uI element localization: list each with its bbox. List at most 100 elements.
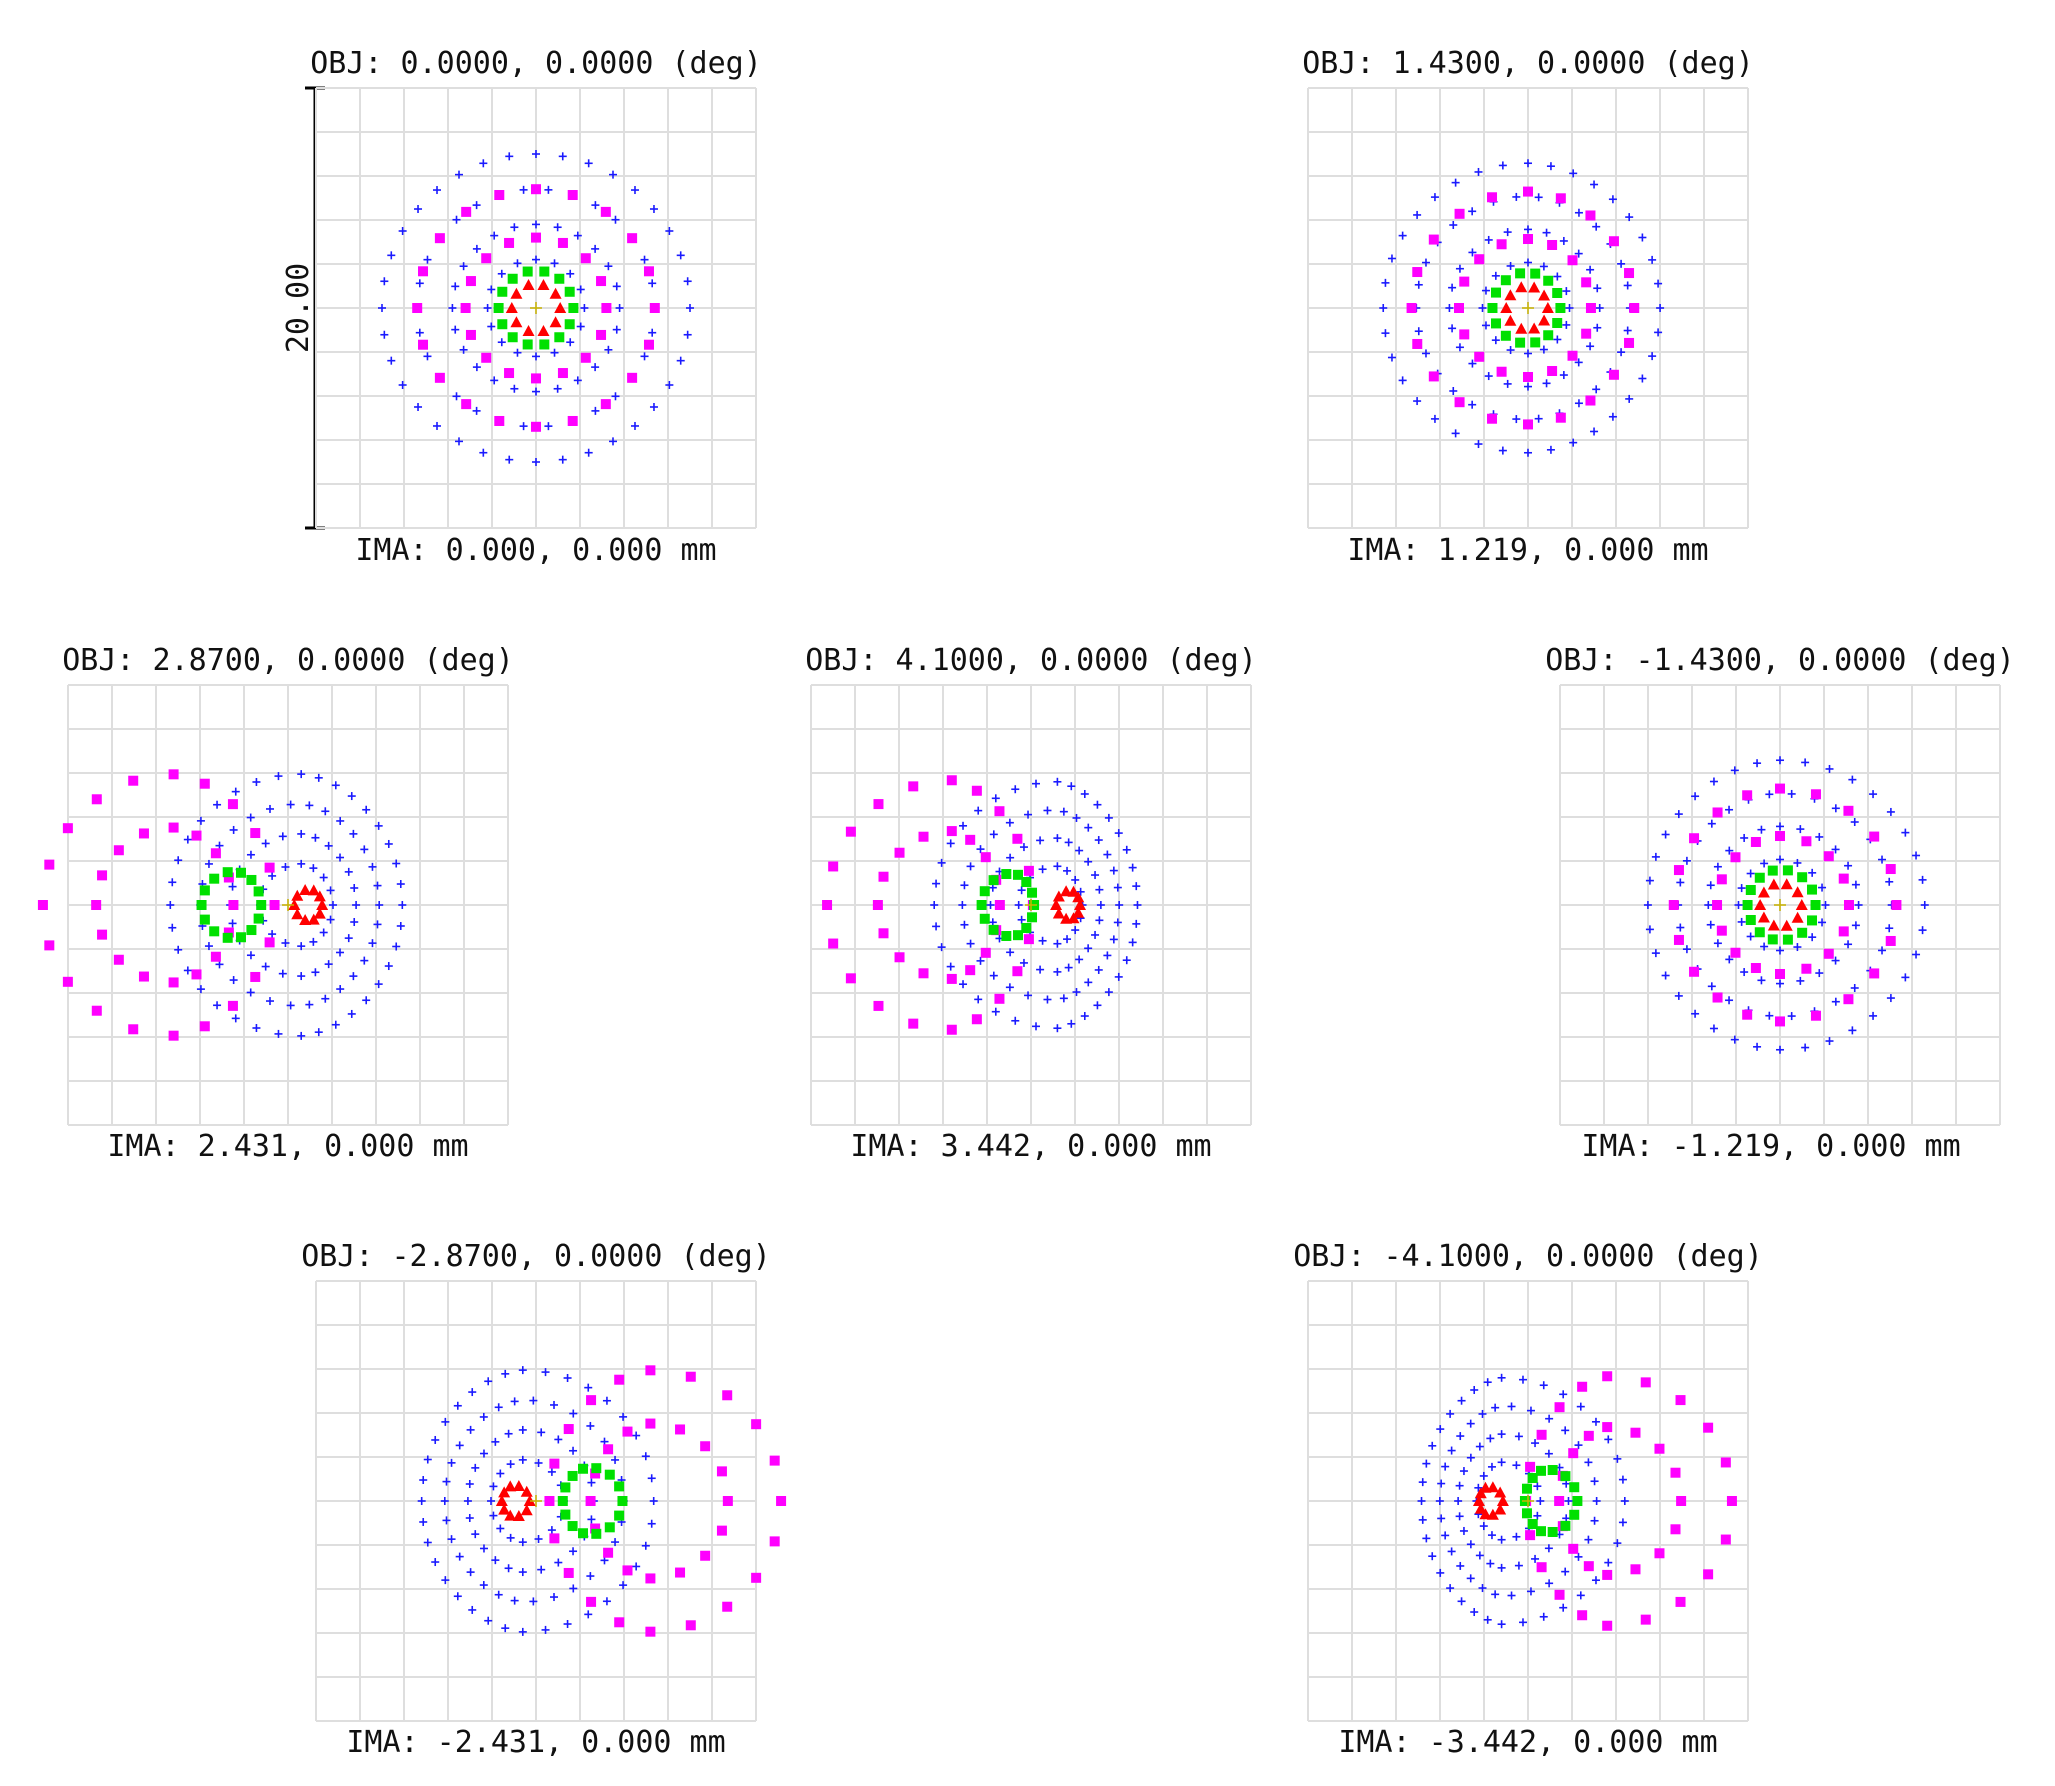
plot-2-red-spot (307, 884, 320, 896)
plot-5-blue-spot (510, 1397, 519, 1406)
plot-1-magenta-spot (1412, 267, 1423, 278)
plot-4-blue-spot (1706, 881, 1715, 890)
plot-1-blue-spot (1534, 193, 1543, 202)
plot-5-blue-spot (442, 1477, 451, 1486)
plot-5-green-spot (567, 1521, 578, 1532)
plot-4-ima-label: IMA: -1.219, 0.000 mm (1581, 1129, 1960, 1164)
plot-5-blue-spot (534, 1535, 543, 1544)
plot-1-blue-spot (1656, 304, 1665, 312)
plot-4-blue-spot (1808, 868, 1817, 877)
plot-1-blue-spot (1451, 429, 1460, 438)
plot-5-magenta-spot (549, 1458, 560, 1469)
plot-3-obj-label: OBJ: 4.1000, 0.0000 (deg) (805, 643, 1257, 678)
plot-4-blue-spot (1753, 1042, 1762, 1051)
plot-0-magenta-spot (580, 352, 591, 363)
plot-1-blue-spot (1542, 228, 1551, 237)
plot-6-magenta-spot (1703, 1422, 1714, 1433)
plot-3-green-spot (1027, 912, 1038, 923)
plot-2-blue-spot (331, 1020, 340, 1029)
plot-4-green-spot (1782, 934, 1793, 945)
plot-0-blue-spot (649, 402, 658, 411)
plot-3-blue-spot (1036, 836, 1045, 845)
plot-2-blue-spot (183, 835, 192, 844)
plot-5-magenta-spot (722, 1390, 733, 1401)
plot-2-magenta-spot (269, 900, 280, 910)
plot-6-blue-spot (1512, 1532, 1521, 1541)
plot-1-blue-spot (1455, 343, 1464, 352)
plot-2-red-spot (288, 899, 301, 910)
plot-1-blue-spot (1484, 235, 1493, 244)
plot-4-blue-spot (1691, 1009, 1700, 1018)
plot-6-blue-spot (1487, 1531, 1496, 1540)
plot-4-blue-spot (1776, 946, 1784, 955)
plot-5-green-spot (591, 1463, 602, 1474)
plot-6-magenta-spot (1602, 1620, 1613, 1631)
plot-6-blue-spot (1483, 1378, 1492, 1387)
plot-0-blue-spot (423, 255, 432, 264)
plot-0-red-spot (549, 287, 562, 299)
plot-4-magenta-spot (1775, 783, 1785, 794)
plot-0-blue-spot (630, 421, 639, 430)
plot-3-red-spot (1074, 899, 1087, 910)
plot-0-green-spot (564, 286, 575, 297)
plot-1-magenta-spot (1454, 208, 1465, 219)
plot-5-magenta-spot (544, 1496, 555, 1506)
plot-2-red-spot (299, 913, 312, 925)
plot-3-blue-spot (937, 943, 946, 952)
plot-2-blue-spot (297, 829, 306, 838)
plot-3-magenta-spot (946, 775, 957, 786)
plot-4-chief-ray-marker (1774, 899, 1786, 911)
plot-5-red-spot (495, 1495, 508, 1506)
plot-6-magenta-spot (1676, 1496, 1687, 1506)
plot-2-green-spot (222, 867, 233, 878)
plot-4-red-spot (1757, 886, 1770, 898)
plot-4-magenta-spot (1775, 831, 1785, 842)
plot-1-magenta-spot (1629, 303, 1640, 313)
plot-4-blue-spot (1674, 991, 1683, 1000)
plot-0-red-spot (537, 278, 550, 290)
plot-3-blue-spot (1067, 782, 1076, 791)
plot-5-blue-spot (518, 1455, 527, 1464)
plot-1-green-spot (1490, 318, 1501, 329)
plot-3-magenta-spot (918, 831, 929, 842)
plot-3-blue-spot (989, 830, 998, 839)
plot-5-blue-spot (632, 1562, 641, 1571)
plot-5-green-spot (614, 1510, 625, 1521)
plot-0-blue-spot (451, 282, 460, 291)
plot-6-magenta-spot (1536, 1429, 1547, 1440)
plot-3-magenta-spot (908, 1018, 919, 1029)
plot-2-blue-spot (246, 988, 255, 997)
plot-3-blue-spot (1067, 1019, 1076, 1028)
spot-plot-5: OBJ: -2.8700, 0.0000 (deg) IMA: -2.431, … (301, 1239, 787, 1760)
plot-2-green-spot (246, 874, 257, 885)
plot-1-red-spot (1515, 322, 1528, 334)
plot-6-blue-spot (1466, 1419, 1475, 1428)
plot-1-blue-spot (1553, 335, 1562, 344)
plot-1-magenta-spot (1624, 337, 1635, 348)
plot-6-blue-spot (1592, 1497, 1601, 1505)
plot-1-green-spot (1543, 275, 1554, 286)
plot-1-red-spot (1528, 281, 1541, 293)
plot-0-blue-spot (676, 356, 685, 365)
plot-2-blue-spot (265, 804, 274, 813)
plot-1-blue-spot (1592, 385, 1601, 394)
plot-3-blue-spot (991, 794, 1000, 803)
plot-2-magenta-spot (113, 845, 124, 856)
plot-0-blue-spot (415, 279, 424, 288)
plot-0-green-spot (568, 303, 579, 313)
plot-5-blue-spot (496, 1469, 505, 1478)
plot-1-blue-spot (1445, 304, 1454, 312)
plot-0-blue-spot (683, 277, 692, 286)
plot-6-obj-label: OBJ: -4.1000, 0.0000 (deg) (1293, 1239, 1763, 1274)
plot-6-magenta-spot (1568, 1543, 1579, 1554)
plot-5-blue-spot (602, 1396, 611, 1405)
plot-3-magenta-spot (1012, 833, 1023, 844)
plot-5-red-spot (512, 1509, 525, 1521)
plot-5-magenta-spot (614, 1374, 625, 1385)
plot-0-blue-spot (378, 304, 386, 312)
plot-4-blue-spot (1901, 828, 1910, 837)
plot-2-green-spot (199, 885, 210, 896)
plot-4-magenta-spot (1869, 831, 1880, 842)
plot-1-blue-spot (1586, 342, 1595, 351)
plot-4-blue-spot (1757, 976, 1766, 985)
